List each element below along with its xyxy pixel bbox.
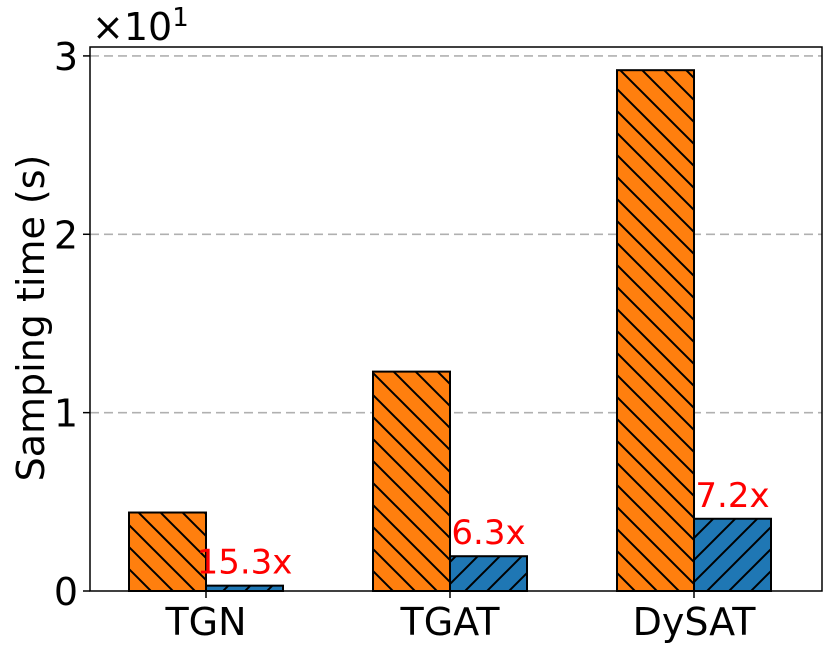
- y-multiplier-exponent: 1: [172, 3, 189, 33]
- bar-series-1-TGAT: [372, 370, 451, 592]
- y-axis-label: Samping time (s): [9, 155, 53, 482]
- bar-series-1-TGN: [128, 511, 207, 592]
- bar-hatch: [129, 512, 206, 591]
- bar-hatch: [373, 371, 450, 591]
- data-labels: 15.3x 6.3x 7.2x: [197, 476, 770, 583]
- y-ticks: 0 1 2 3: [54, 35, 90, 614]
- bar-series-2-TGAT: [449, 555, 528, 592]
- y-tick-label: 3: [54, 35, 78, 79]
- bar-hatch: [617, 70, 694, 591]
- y-gridlines: [90, 55, 822, 414]
- x-tick-label: TGAT: [400, 600, 501, 644]
- y-tick-label: 0: [54, 570, 78, 614]
- y-tick-label: 2: [54, 213, 78, 257]
- plot-frame: [89, 46, 823, 592]
- y-tick-label: 1: [54, 392, 78, 436]
- speedup-label: 7.2x: [695, 476, 769, 516]
- bar-series-1-DySAT: [616, 69, 695, 592]
- bar-series-2-DySAT: [693, 517, 772, 592]
- x-tick-label: TGN: [164, 600, 246, 644]
- y-multiplier-base: ×10: [92, 5, 172, 49]
- y-multiplier: ×101: [92, 3, 189, 49]
- bars: [128, 69, 772, 592]
- x-tick-label: DySAT: [633, 600, 757, 644]
- bar-series-2-TGN: [205, 584, 284, 592]
- speedup-label: 6.3x: [451, 513, 525, 553]
- bar-hatch: [694, 518, 771, 591]
- x-ticks: TGN TGAT DySAT: [164, 591, 756, 644]
- speedup-label: 15.3x: [197, 543, 293, 583]
- bar-hatch: [450, 556, 527, 591]
- bar-hatch: [206, 585, 283, 591]
